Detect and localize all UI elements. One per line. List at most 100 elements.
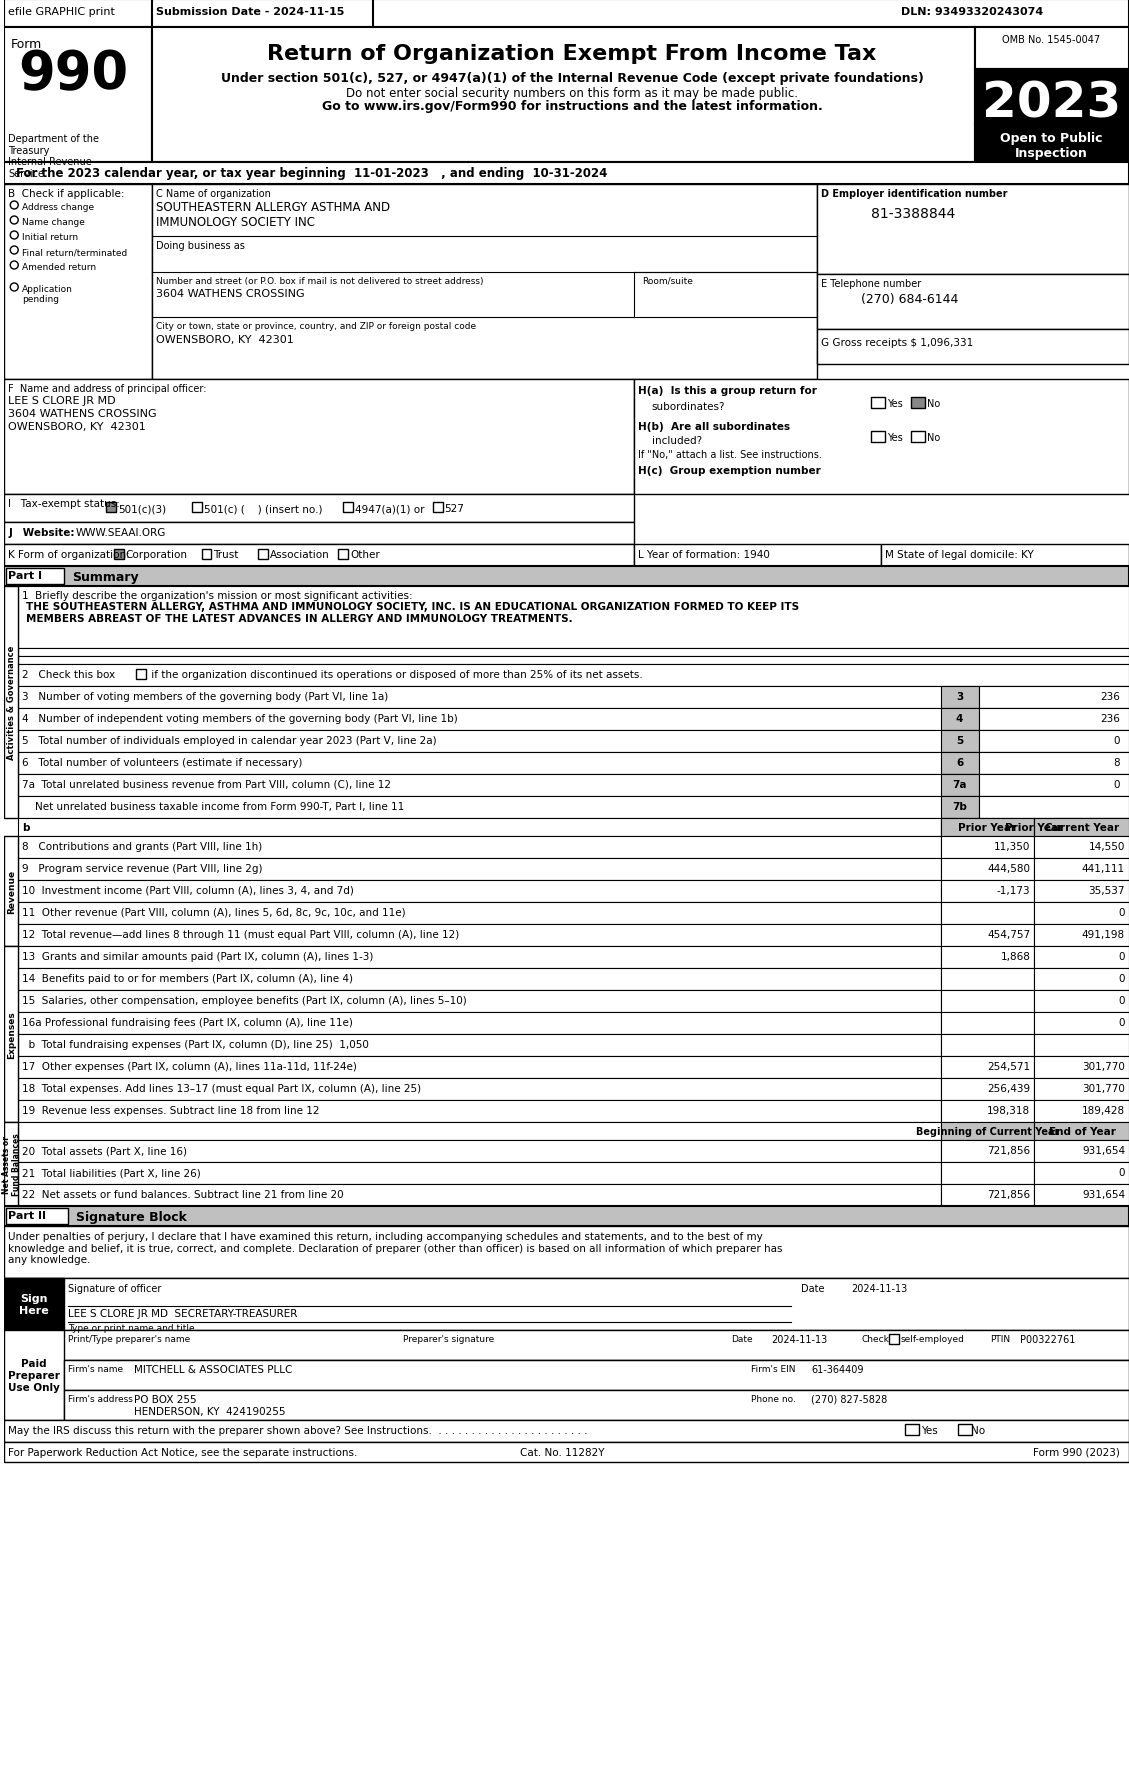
Bar [1034, 1162, 1129, 1185]
Text: 20  Total assets (Part X, line 16): 20 Total assets (Part X, line 16) [23, 1146, 187, 1155]
Text: 3   Number of voting members of the governing body (Part VI, line 1a): 3 Number of voting members of the govern… [23, 691, 388, 702]
Text: 8   Contributions and grants (Part VIII, line 1h): 8 Contributions and grants (Part VIII, l… [23, 841, 262, 852]
Text: 301,770: 301,770 [1082, 1062, 1124, 1071]
Text: Check: Check [861, 1335, 889, 1344]
Bar [1034, 1078, 1129, 1099]
Text: C Name of organization: C Name of organization [156, 189, 271, 200]
Bar [18, 586, 1129, 649]
Bar [817, 330, 1129, 365]
Bar [940, 880, 1034, 902]
Text: subordinates?: subordinates? [651, 401, 725, 412]
Text: 189,428: 189,428 [1082, 1105, 1124, 1116]
Bar [5, 495, 633, 522]
Bar [5, 567, 1129, 586]
Text: For Paperwork Reduction Act Notice, see the separate instructions.: For Paperwork Reduction Act Notice, see … [8, 1447, 358, 1458]
Bar [940, 859, 1034, 880]
Bar [974, 125, 1129, 162]
Text: DLN: 93493320243074: DLN: 93493320243074 [901, 7, 1043, 18]
Bar [18, 925, 940, 946]
Text: 721,856: 721,856 [987, 1146, 1031, 1155]
Text: Do not enter social security numbers on this form as it may be made public.: Do not enter social security numbers on … [347, 87, 798, 100]
Bar [889, 1335, 899, 1344]
Text: Yes: Yes [887, 433, 903, 442]
Text: 501(c)(3): 501(c)(3) [117, 504, 166, 513]
Text: (270) 827-5828: (270) 827-5828 [812, 1394, 887, 1404]
Text: Cat. No. 11282Y: Cat. No. 11282Y [520, 1447, 604, 1458]
Text: 11  Other revenue (Part VIII, column (A), lines 5, 6d, 8c, 9c, 10c, and 11e): 11 Other revenue (Part VIII, column (A),… [23, 907, 405, 918]
Text: 0: 0 [1113, 736, 1120, 745]
Text: Signature Block: Signature Block [76, 1210, 187, 1222]
Bar [18, 880, 940, 902]
Bar [18, 709, 1129, 731]
Text: 491,198: 491,198 [1082, 930, 1124, 939]
Text: Prior Year: Prior Year [1005, 823, 1064, 832]
Bar [18, 656, 1129, 665]
Bar [940, 797, 979, 818]
Text: No: No [927, 433, 940, 442]
Text: Association: Association [270, 549, 330, 560]
Bar [5, 836, 18, 946]
Text: Doing business as: Doing business as [156, 241, 245, 251]
Text: Revenue: Revenue [7, 870, 16, 914]
Text: 5: 5 [956, 736, 963, 745]
Text: -1,173: -1,173 [997, 886, 1031, 896]
Bar [940, 902, 1034, 925]
Text: M State of legal domicile: KY: M State of legal domicile: KY [885, 549, 1034, 560]
Text: Yes: Yes [887, 399, 903, 408]
Text: 256,439: 256,439 [987, 1083, 1031, 1094]
Text: OWENSBORO, KY  42301: OWENSBORO, KY 42301 [156, 335, 294, 344]
Bar [338, 549, 348, 560]
Text: 236: 236 [1100, 713, 1120, 723]
Text: D Employer identification number: D Employer identification number [821, 189, 1008, 200]
Text: 4: 4 [956, 713, 963, 723]
Bar [1034, 859, 1129, 880]
Text: OWENSBORO, KY  42301: OWENSBORO, KY 42301 [8, 422, 146, 431]
Bar [974, 69, 1129, 125]
Text: Go to www.irs.gov/Form990 for instructions and the latest information.: Go to www.irs.gov/Form990 for instructio… [322, 100, 823, 112]
Text: E Telephone number: E Telephone number [821, 278, 921, 289]
Bar [18, 1012, 940, 1034]
Text: b: b [23, 823, 29, 832]
Bar [940, 818, 1129, 836]
Circle shape [10, 201, 18, 210]
Text: 444,580: 444,580 [988, 864, 1031, 873]
Text: Department of the
Treasury
Internal Revenue
Service: Department of the Treasury Internal Reve… [8, 134, 99, 178]
Text: 2023: 2023 [982, 80, 1121, 128]
Text: Application
pending: Application pending [23, 285, 73, 305]
Bar [870, 431, 885, 442]
Bar [5, 162, 1129, 185]
Bar [5, 1206, 1129, 1226]
Text: G Gross receipts $ 1,096,331: G Gross receipts $ 1,096,331 [821, 339, 973, 347]
Text: 11,350: 11,350 [994, 841, 1031, 852]
Text: P00322761: P00322761 [1021, 1335, 1076, 1344]
Bar [18, 1140, 940, 1162]
Bar [18, 1034, 940, 1057]
Text: Prior Year: Prior Year [959, 823, 1016, 832]
Text: J   Website:: J Website: [8, 527, 75, 538]
Bar [911, 431, 925, 442]
Text: 721,856: 721,856 [987, 1189, 1031, 1199]
Text: SOUTHEASTERN ALLERGY ASTHMA AND
IMMUNOLOGY SOCIETY INC: SOUTHEASTERN ALLERGY ASTHMA AND IMMUNOLO… [156, 201, 390, 228]
Text: H(a)  Is this a group return for: H(a) Is this a group return for [638, 385, 816, 396]
Bar [18, 649, 1129, 656]
Bar [940, 1185, 1034, 1206]
Bar [1034, 968, 1129, 991]
Text: Date: Date [732, 1335, 753, 1344]
Text: F  Name and address of principal officer:: F Name and address of principal officer: [8, 383, 207, 394]
Bar [18, 1057, 940, 1078]
Text: Type or print name and title: Type or print name and title [68, 1324, 194, 1333]
Bar [979, 731, 1129, 752]
Bar [5, 0, 1129, 29]
Text: 6   Total number of volunteers (estimate if necessary): 6 Total number of volunteers (estimate i… [23, 757, 303, 768]
Text: 254,571: 254,571 [987, 1062, 1031, 1071]
Text: 22  Net assets or fund balances. Subtract line 21 from line 20: 22 Net assets or fund balances. Subtract… [23, 1189, 344, 1199]
Text: LEE S CLORE JR MD  SECRETARY-TREASURER: LEE S CLORE JR MD SECRETARY-TREASURER [68, 1308, 297, 1319]
Bar [5, 545, 633, 567]
Text: Expenses: Expenses [7, 1010, 16, 1059]
Text: Activities & Governance: Activities & Governance [7, 645, 16, 759]
Text: 3604 WATHENS CROSSING: 3604 WATHENS CROSSING [8, 408, 157, 419]
Text: Amended return: Amended return [23, 264, 96, 273]
Bar [5, 380, 633, 495]
Bar [974, 29, 1129, 69]
Text: 18  Total expenses. Add lines 13–17 (must equal Part IX, column (A), line 25): 18 Total expenses. Add lines 13–17 (must… [23, 1083, 421, 1094]
